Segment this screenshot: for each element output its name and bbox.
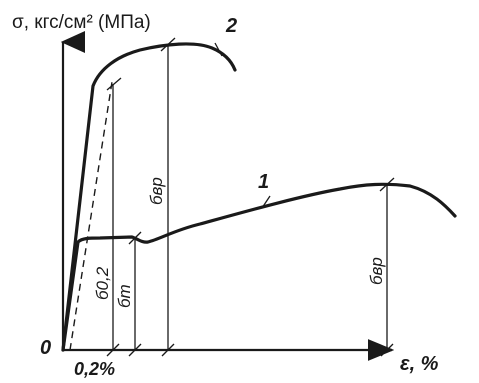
curve-1-label: 1 bbox=[258, 171, 269, 193]
ultimate-1-marker: бвр bbox=[367, 257, 386, 285]
offset-dashed-line bbox=[69, 81, 113, 351]
curve-2-label: 2 bbox=[225, 15, 237, 37]
offset-label: 0,2% bbox=[74, 359, 115, 379]
tick-marks bbox=[106, 37, 395, 357]
curve-2 bbox=[61, 42, 237, 352]
curve-1 bbox=[61, 182, 457, 352]
proof-stress-marker: б0,2 bbox=[93, 266, 112, 300]
x-axis-label: ε, % bbox=[400, 353, 439, 375]
ultimate-2-marker: бвр bbox=[147, 177, 166, 205]
yield-point-marker: бт bbox=[115, 284, 134, 308]
origin-label: 0 bbox=[40, 337, 51, 359]
y-axis-label: σ, кгс/см² (МПа) bbox=[12, 12, 151, 33]
